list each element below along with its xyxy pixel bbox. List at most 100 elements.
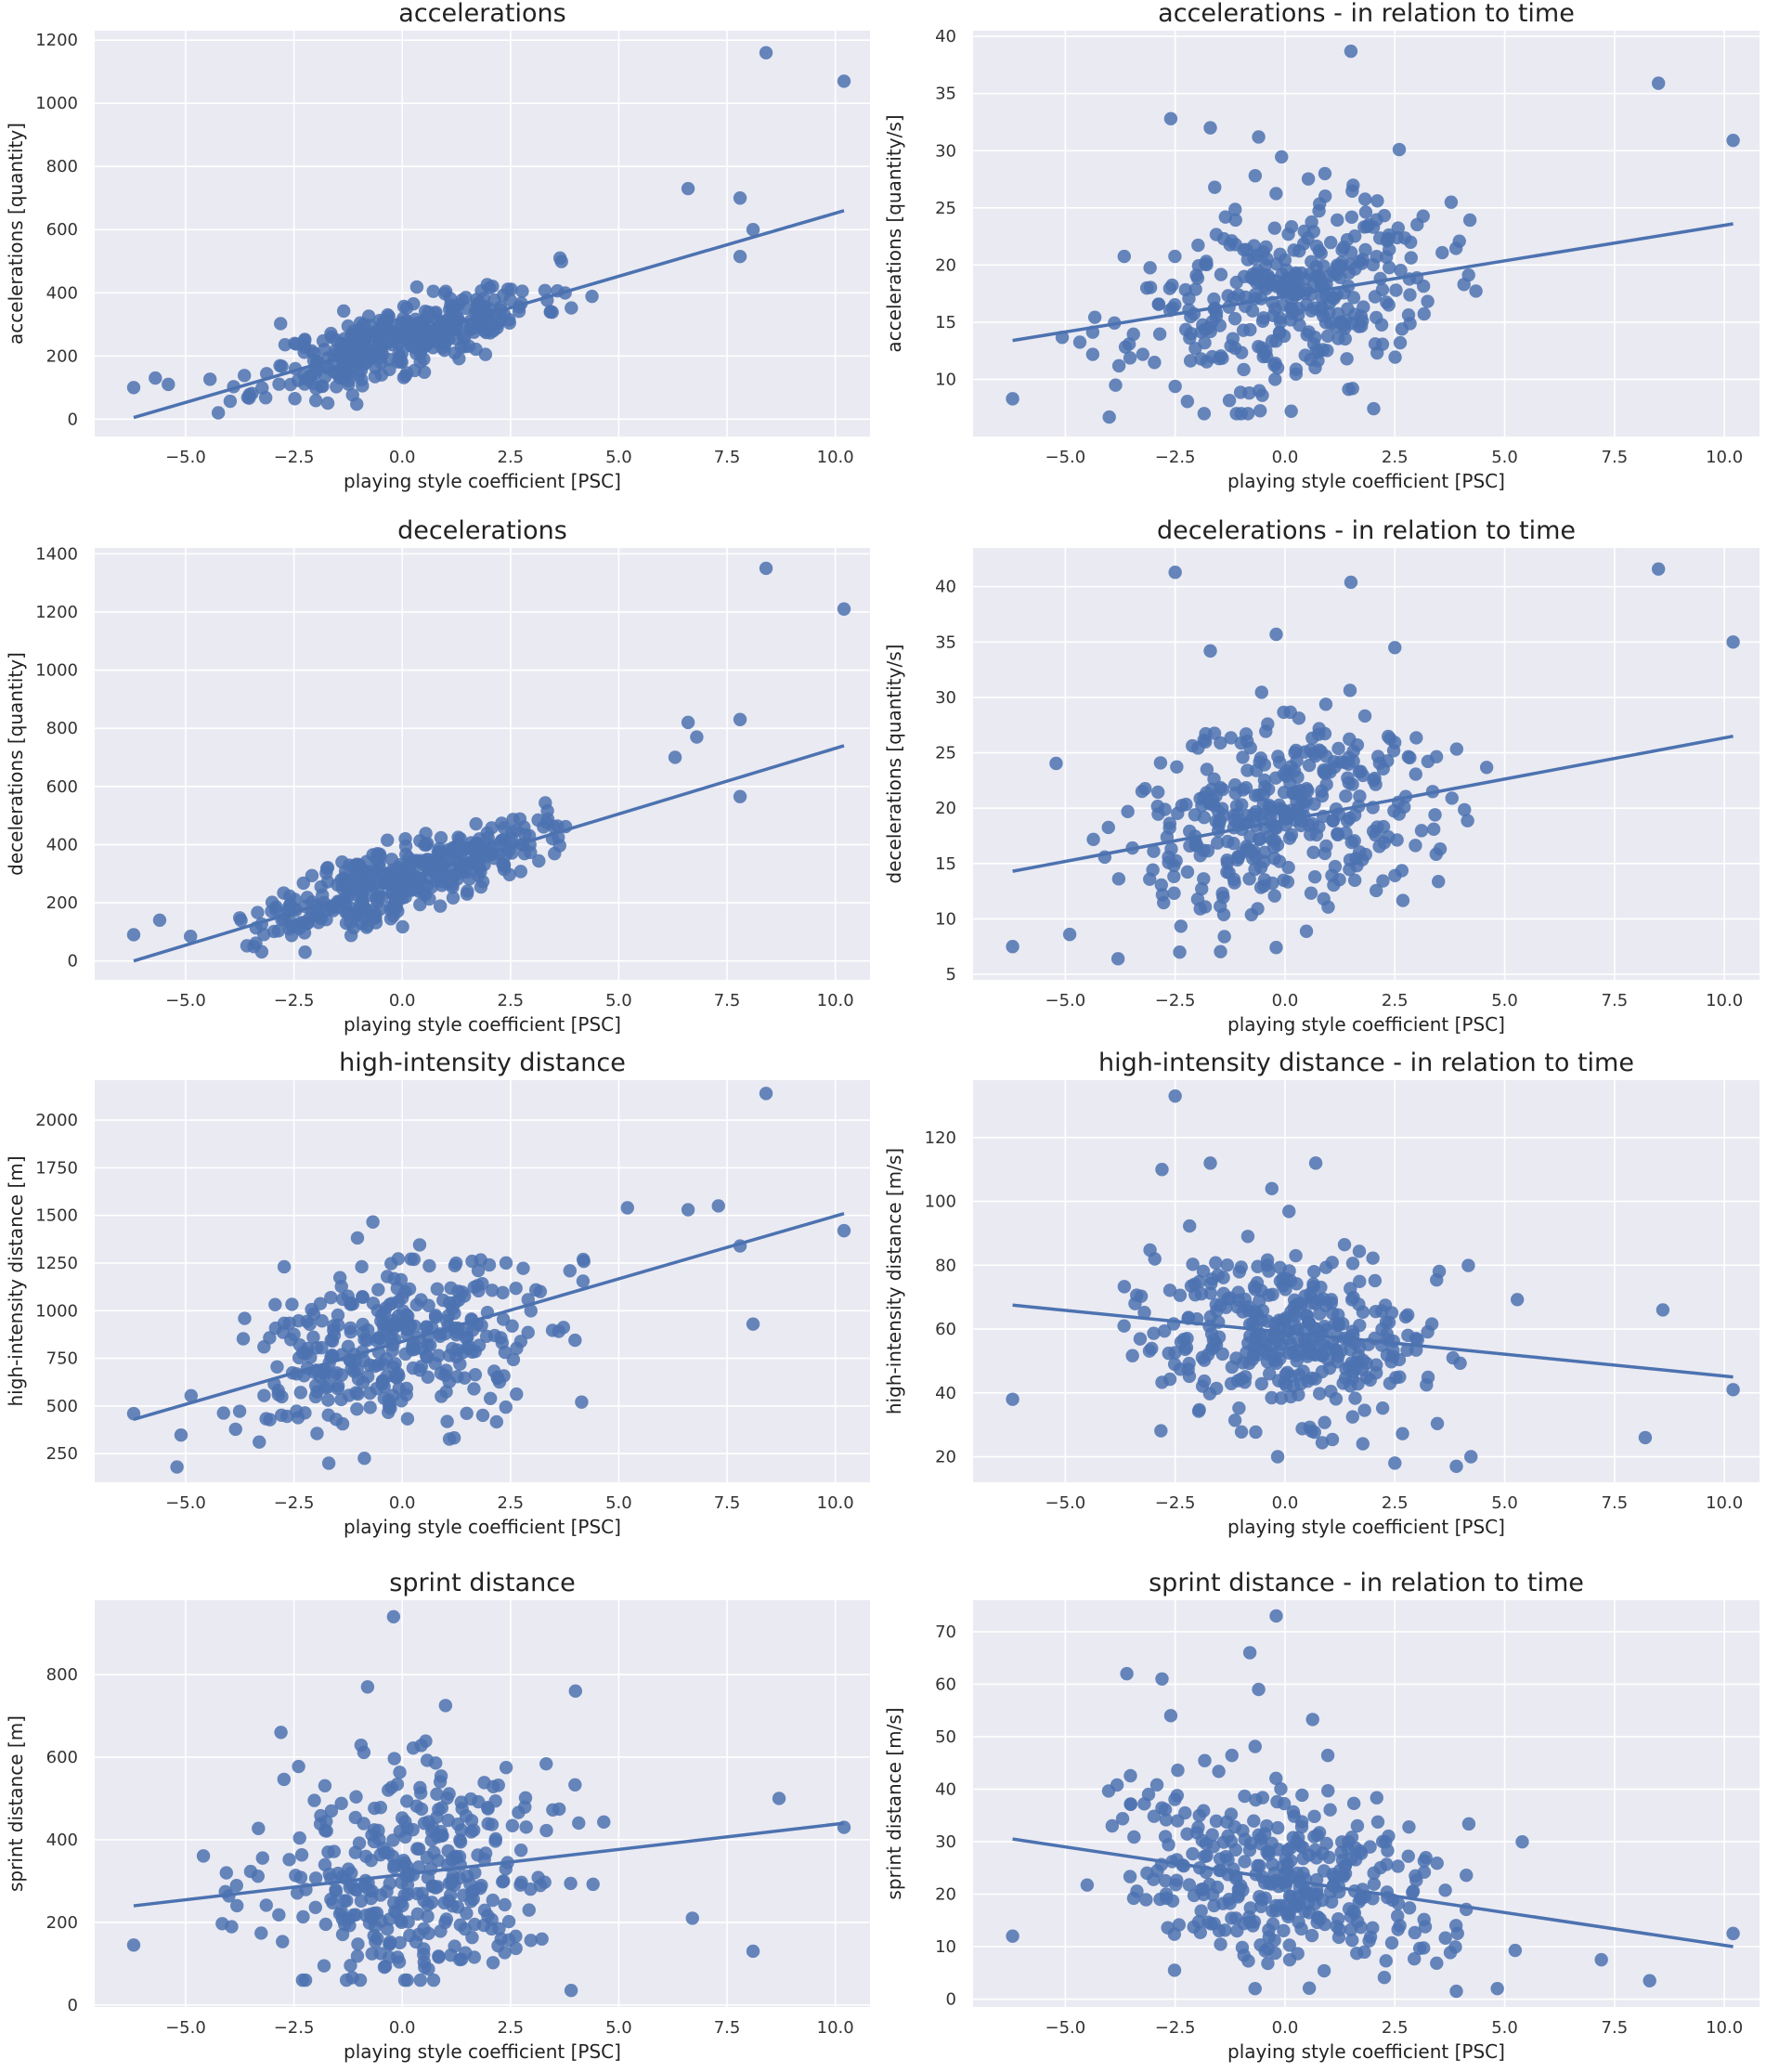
data-point	[1225, 1748, 1239, 1763]
y-tick-label: 400	[46, 283, 78, 303]
data-point	[1123, 351, 1137, 365]
x-tick-label: 10.0	[1706, 448, 1743, 467]
data-point	[360, 1369, 375, 1384]
data-point	[1314, 745, 1329, 759]
data-point	[1302, 758, 1317, 773]
data-point	[319, 1814, 333, 1829]
data-point	[1224, 339, 1238, 353]
data-point	[1304, 827, 1318, 841]
data-point	[1389, 283, 1403, 297]
data-point	[351, 1937, 365, 1951]
data-point	[533, 1284, 548, 1298]
data-point	[1121, 804, 1135, 819]
data-point	[491, 1938, 505, 1953]
plot-background	[95, 548, 870, 980]
chart-title: decelerations	[397, 516, 567, 545]
data-point	[432, 1950, 446, 1964]
data-point	[837, 74, 851, 88]
data-point	[481, 1817, 495, 1831]
y-tick-label: 80	[935, 1256, 956, 1275]
x-tick-label: 7.5	[714, 448, 741, 467]
data-point	[1331, 1911, 1345, 1926]
data-point	[317, 1959, 331, 1973]
data-point	[1212, 351, 1227, 366]
data-point	[1302, 1981, 1317, 1995]
data-point	[1295, 1788, 1309, 1803]
data-point	[1170, 1814, 1185, 1828]
data-point	[307, 1793, 321, 1807]
data-point	[1240, 253, 1255, 267]
data-point	[383, 1935, 397, 1949]
data-point	[251, 1869, 266, 1883]
data-point	[837, 602, 851, 616]
data-point	[1130, 1884, 1144, 1898]
data-point	[1370, 213, 1383, 227]
data-point	[1200, 355, 1214, 369]
data-point	[1049, 756, 1063, 771]
data-point	[437, 338, 452, 352]
data-point	[1143, 261, 1157, 275]
data-point	[1305, 215, 1318, 229]
data-point	[1283, 705, 1297, 720]
data-point	[483, 1391, 498, 1405]
data-point	[1262, 1264, 1276, 1278]
data-point	[1254, 1893, 1268, 1907]
data-point	[1318, 697, 1333, 711]
data-point	[1238, 1855, 1252, 1869]
x-axis-label: playing style coefficient [PSC]	[1227, 1013, 1505, 1036]
data-point	[539, 1823, 553, 1838]
data-point	[1343, 853, 1357, 867]
data-point	[265, 905, 279, 919]
y-tick-label: 40	[935, 578, 956, 597]
data-point	[563, 1264, 577, 1278]
data-point	[471, 1279, 485, 1293]
data-point	[499, 1256, 513, 1271]
data-point	[1323, 1803, 1337, 1817]
data-point	[1167, 858, 1181, 873]
data-point	[1111, 872, 1126, 886]
data-point	[1388, 350, 1402, 364]
chart-title: accelerations - in relation to time	[1158, 0, 1575, 28]
data-point	[1420, 1377, 1434, 1392]
data-point	[1342, 757, 1356, 771]
data-point	[497, 859, 511, 873]
data-point	[440, 313, 454, 327]
data-point	[1306, 337, 1321, 351]
data-point	[381, 833, 395, 847]
data-point	[395, 1875, 409, 1890]
y-tick-label: 15	[935, 313, 956, 332]
data-point	[1288, 281, 1303, 296]
y-axis-label: accelerations [quantity]	[5, 123, 27, 345]
data-point	[320, 396, 335, 410]
data-point	[1204, 1276, 1218, 1291]
data-point	[393, 1766, 407, 1779]
data-point	[1239, 780, 1253, 795]
data-point	[399, 878, 414, 892]
data-point	[1238, 1789, 1252, 1804]
chart-6: −5.0 −2.5 0.0 2.5 5.0 7.5 10.0 20 40 60 80 100 120 hi…	[883, 1049, 1760, 1538]
data-point	[1215, 1347, 1229, 1362]
data-point	[1354, 764, 1368, 778]
data-point	[1186, 1258, 1200, 1271]
x-tick-label: 2.5	[1382, 448, 1409, 467]
data-point	[1240, 1345, 1253, 1360]
data-point	[1254, 1376, 1268, 1391]
data-point	[1284, 404, 1298, 418]
data-point	[1186, 1846, 1200, 1861]
data-point	[300, 372, 314, 386]
data-point	[467, 1382, 481, 1396]
data-point	[413, 1973, 427, 1987]
x-tick-label: 2.5	[1382, 1493, 1409, 1513]
data-point	[1331, 332, 1345, 345]
data-point	[324, 1290, 338, 1305]
data-point	[463, 1877, 477, 1891]
y-tick-label: 0	[946, 1990, 956, 2010]
data-point	[1594, 1952, 1608, 1967]
data-point	[298, 1406, 312, 1420]
data-point	[308, 1900, 322, 1914]
data-point	[390, 1282, 405, 1296]
x-axis-label: playing style coefficient [PSC]	[1227, 2040, 1505, 2063]
data-point	[339, 1973, 354, 1987]
data-point	[1220, 865, 1234, 880]
data-point	[1277, 1923, 1291, 1938]
